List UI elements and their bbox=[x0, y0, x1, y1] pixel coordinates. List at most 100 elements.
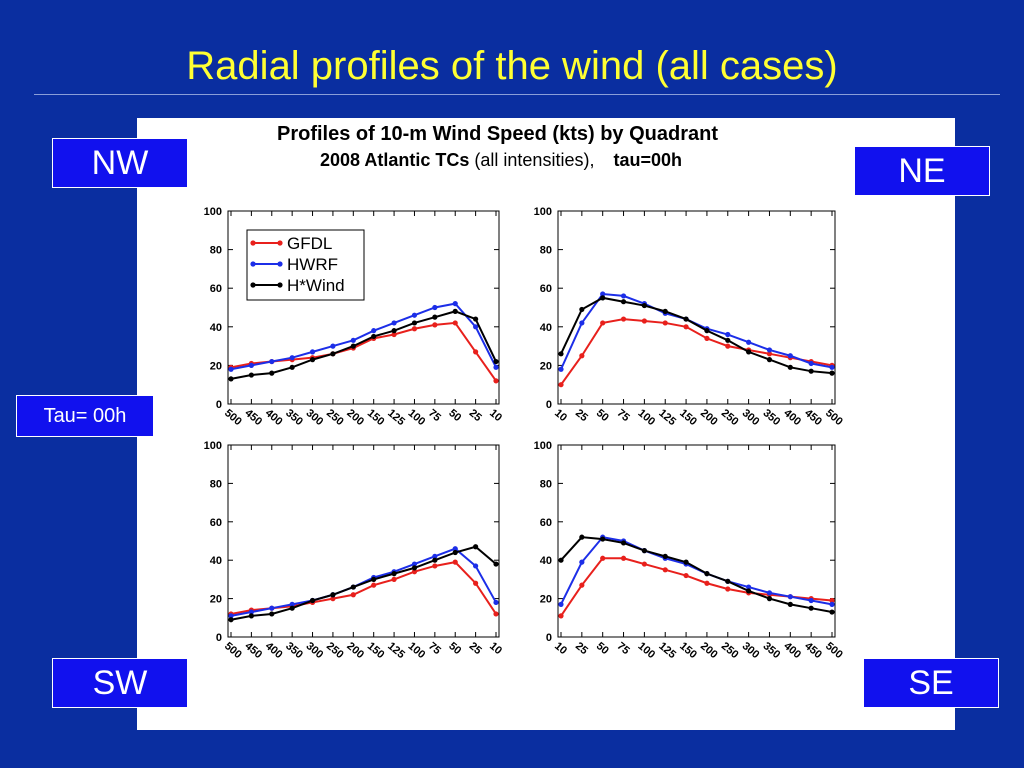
x-tick-label-nw-300: 300 bbox=[304, 407, 326, 428]
data-point-gfdl-sw bbox=[371, 582, 377, 588]
x-tick-label-sw-25: 25 bbox=[467, 640, 484, 657]
x-tick-label-ne-400: 400 bbox=[781, 407, 803, 428]
slide-title: Radial profiles of the wind (all cases) bbox=[186, 44, 838, 88]
legend-marker-end-hwrf bbox=[277, 261, 283, 267]
x-tick-label-se-125: 125 bbox=[656, 640, 678, 661]
data-point-hwind-se bbox=[725, 578, 731, 584]
data-point-hwind-nw bbox=[289, 364, 295, 370]
data-point-hwind-ne bbox=[766, 357, 773, 363]
data-point-hwind-ne bbox=[662, 308, 668, 314]
data-point-hwrf-nw bbox=[411, 312, 418, 318]
tau-label: Tau= 00h bbox=[16, 395, 154, 437]
x-tick-label-sw-350: 350 bbox=[283, 640, 305, 661]
data-point-hwind-se bbox=[558, 557, 564, 563]
data-point-gfdl-se bbox=[620, 555, 627, 561]
data-point-hwrf-ne bbox=[787, 353, 793, 359]
data-point-hwind-nw bbox=[309, 357, 316, 363]
plot-frame-ne bbox=[557, 210, 836, 405]
x-tick-label-sw-100: 100 bbox=[406, 640, 428, 661]
x-tick-label-sw-400: 400 bbox=[263, 640, 285, 661]
data-point-hwrf-sw bbox=[269, 605, 275, 611]
x-tick-label-nw-350: 350 bbox=[283, 407, 305, 428]
y-tick-label-ne-40: 40 bbox=[540, 322, 552, 334]
data-point-hwind-nw bbox=[493, 358, 499, 365]
data-point-hwind-sw bbox=[309, 597, 316, 604]
y-tick-label-ne-60: 60 bbox=[540, 283, 552, 295]
data-point-hwrf-nw bbox=[289, 355, 295, 361]
x-tick-label-se-400: 400 bbox=[781, 640, 803, 661]
x-tick-label-se-500: 500 bbox=[823, 640, 845, 661]
data-point-hwind-ne bbox=[808, 368, 814, 374]
data-point-hwrf-se bbox=[829, 601, 835, 607]
data-point-hwind-sw bbox=[452, 549, 458, 556]
data-point-gfdl-nw bbox=[432, 322, 438, 328]
data-point-gfdl-se bbox=[641, 561, 647, 567]
data-point-gfdl-sw bbox=[452, 559, 458, 565]
data-point-hwrf-sw bbox=[473, 563, 479, 569]
data-point-gfdl-nw bbox=[411, 326, 418, 332]
data-point-hwrf-nw bbox=[391, 320, 397, 326]
data-point-gfdl-nw bbox=[452, 320, 458, 326]
data-point-hwrf-se bbox=[746, 584, 752, 590]
data-point-hwrf-ne bbox=[808, 360, 814, 367]
data-point-hwind-sw bbox=[371, 576, 377, 582]
y-tick-label-sw-40: 40 bbox=[210, 555, 222, 567]
data-point-hwrf-ne bbox=[579, 320, 585, 326]
data-point-hwind-se bbox=[579, 534, 585, 540]
data-point-hwind-ne bbox=[829, 370, 835, 376]
data-point-hwind-ne bbox=[787, 364, 793, 370]
data-point-hwind-nw bbox=[391, 328, 397, 334]
y-tick-label-sw-0: 0 bbox=[216, 632, 222, 644]
data-point-hwind-sw bbox=[248, 613, 254, 619]
data-point-hwrf-se bbox=[787, 594, 793, 600]
x-tick-label-nw-10: 10 bbox=[487, 407, 504, 424]
y-tick-label-se-20: 20 bbox=[540, 594, 552, 606]
x-tick-label-nw-500: 500 bbox=[222, 407, 244, 428]
data-point-hwind-sw bbox=[391, 571, 397, 577]
x-tick-label-sw-125: 125 bbox=[385, 640, 407, 661]
legend-marker-end-hwind bbox=[277, 282, 283, 288]
data-point-hwind-se bbox=[641, 548, 647, 554]
data-point-hwrf-se bbox=[766, 590, 773, 596]
x-tick-label-se-50: 50 bbox=[594, 640, 611, 657]
data-point-hwind-nw bbox=[228, 376, 234, 382]
data-point-hwind-nw bbox=[350, 343, 356, 349]
x-tick-label-se-200: 200 bbox=[698, 640, 720, 661]
plot-frame-nw bbox=[227, 210, 500, 405]
data-point-gfdl-ne bbox=[620, 316, 627, 322]
figure-title-intensity: (all intensities), bbox=[474, 150, 595, 170]
chart-figure: Profiles of 10-m Wind Speed (kts) by Qua… bbox=[137, 118, 955, 730]
data-point-gfdl-se bbox=[558, 613, 564, 619]
data-point-hwind-ne bbox=[746, 349, 752, 355]
legend-marker-hwrf bbox=[250, 261, 256, 267]
data-point-hwind-se bbox=[808, 605, 814, 611]
data-point-gfdl-se bbox=[662, 567, 668, 573]
x-tick-label-ne-100: 100 bbox=[635, 407, 657, 428]
data-point-hwind-sw bbox=[350, 584, 356, 590]
data-point-hwrf-nw bbox=[493, 364, 499, 370]
data-point-gfdl-sw bbox=[493, 611, 499, 617]
data-point-gfdl-nw bbox=[473, 349, 479, 355]
x-tick-label-se-150: 150 bbox=[677, 640, 699, 661]
data-point-gfdl-ne bbox=[641, 318, 647, 324]
data-point-hwrf-ne bbox=[725, 331, 731, 338]
data-point-hwrf-nw bbox=[473, 324, 479, 330]
data-point-hwrf-nw bbox=[452, 301, 458, 307]
data-point-hwind-sw bbox=[228, 617, 234, 623]
x-tick-label-nw-250: 250 bbox=[324, 407, 346, 428]
y-tick-label-se-40: 40 bbox=[540, 555, 552, 567]
x-tick-label-nw-200: 200 bbox=[344, 407, 366, 428]
title-divider bbox=[34, 94, 1000, 95]
data-point-hwind-se bbox=[766, 596, 773, 602]
quadrant-label-se: SE bbox=[863, 658, 999, 708]
x-tick-label-ne-300: 300 bbox=[740, 407, 762, 428]
data-point-hwrf-se bbox=[558, 601, 564, 607]
data-point-gfdl-ne bbox=[683, 324, 689, 330]
x-tick-label-nw-400: 400 bbox=[263, 407, 285, 428]
y-tick-label-sw-100: 100 bbox=[204, 440, 222, 452]
data-point-gfdl-se bbox=[725, 586, 731, 592]
data-point-hwind-ne bbox=[558, 351, 564, 357]
data-point-hwrf-nw bbox=[269, 358, 275, 365]
series-line-hwrf-se bbox=[560, 536, 833, 606]
data-point-gfdl-ne bbox=[766, 351, 773, 357]
